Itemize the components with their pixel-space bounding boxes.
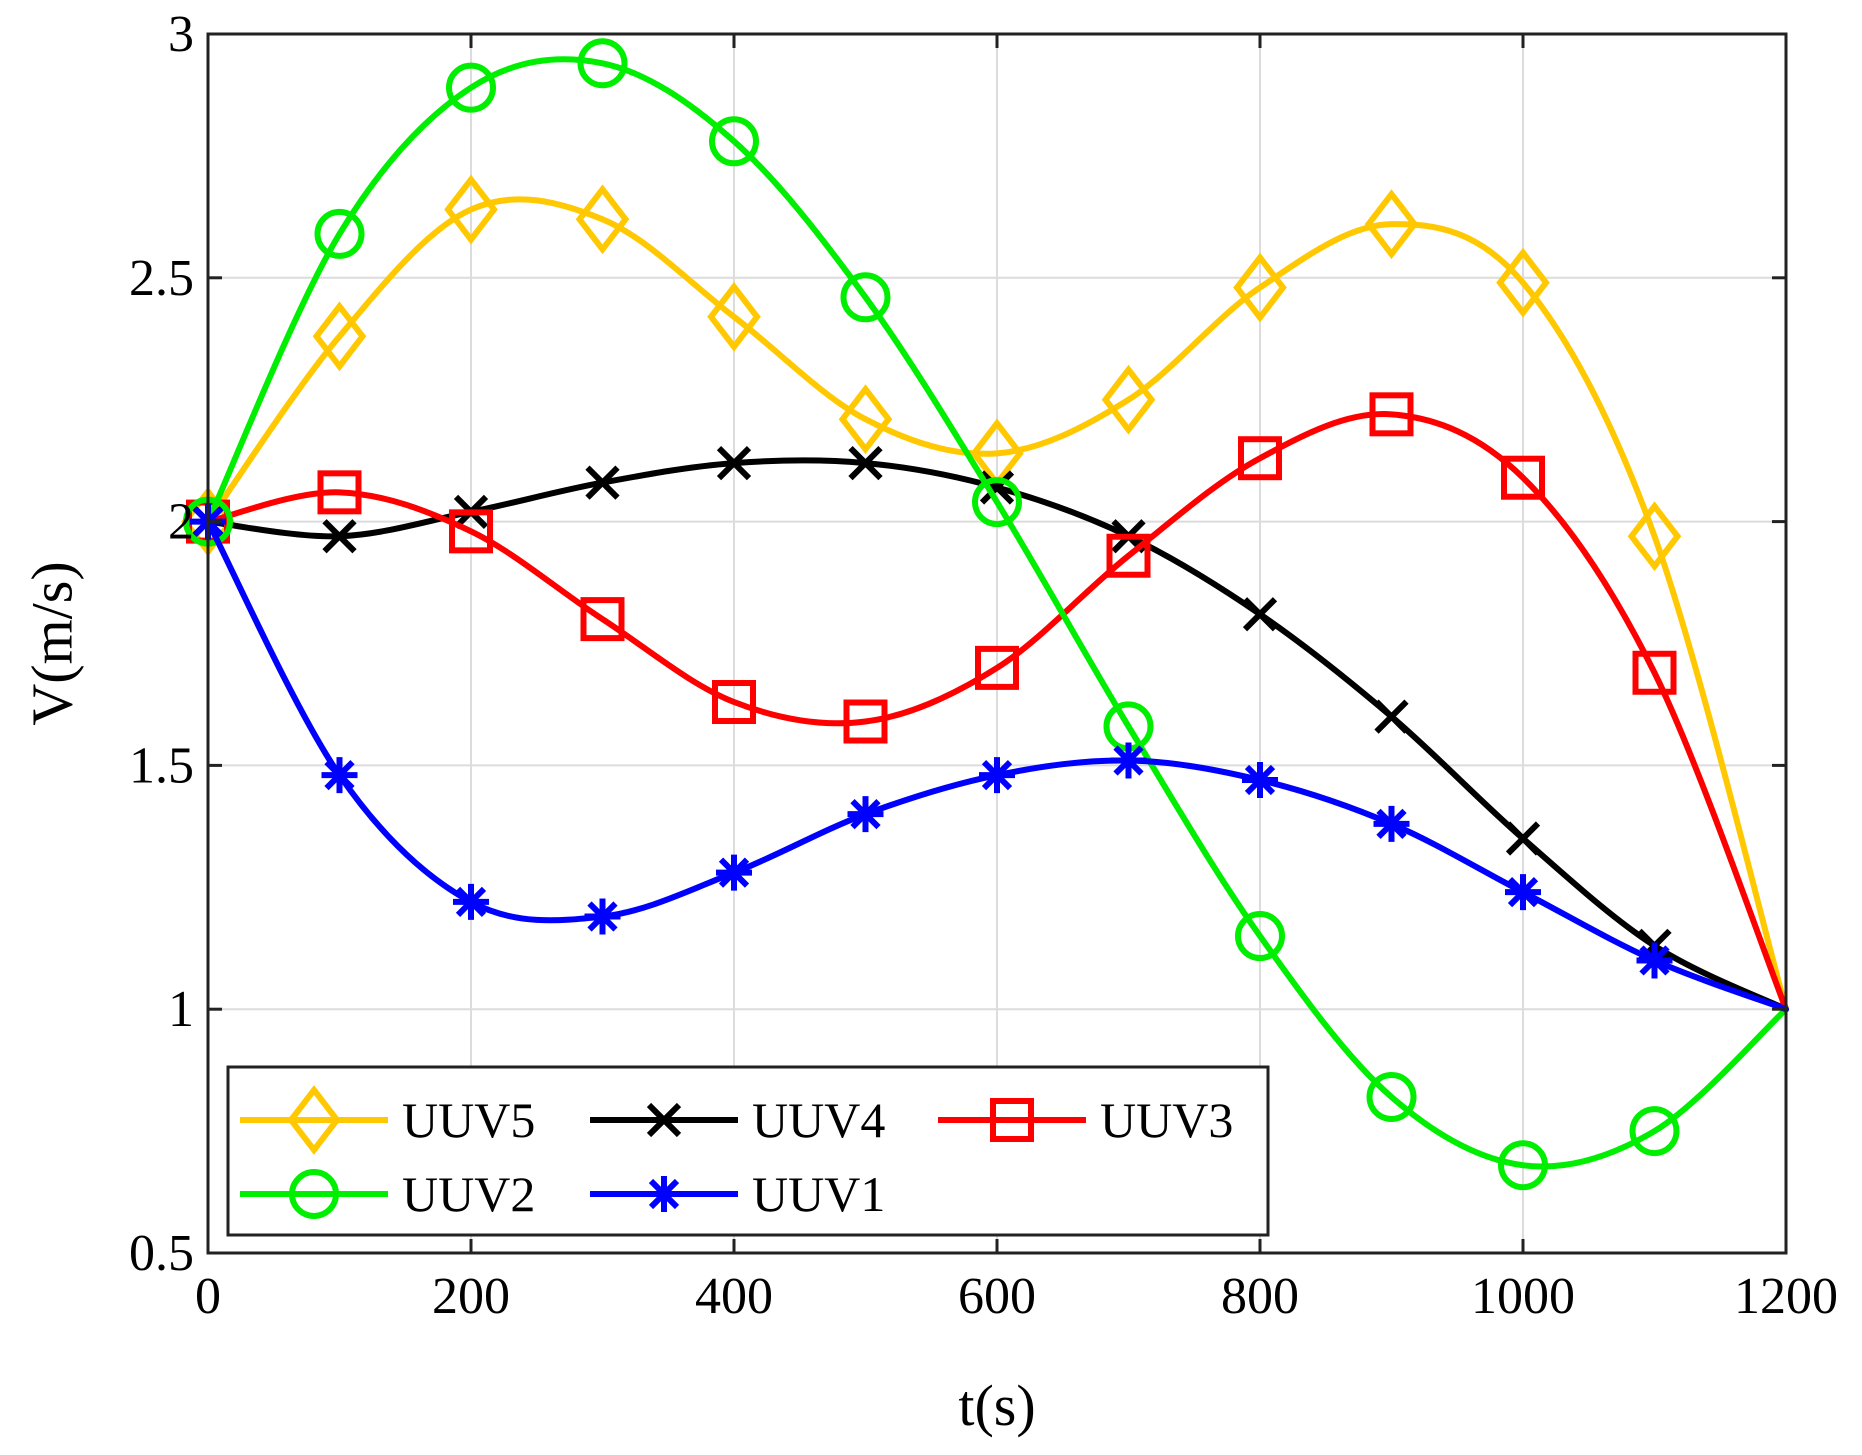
legend-entry-uuv2: UUV2 (240, 1166, 535, 1222)
series-uuv1 (190, 503, 1789, 1013)
point-uuv2 (1629, 1106, 1680, 1157)
series-uuv2 (183, 38, 1789, 1191)
point-uuv5 (1233, 252, 1287, 323)
legend-label-uuv3: UUV3 (1100, 1092, 1233, 1148)
point-uuv1 (716, 854, 752, 891)
point-uuv2 (709, 116, 759, 167)
point-uuv2 (446, 62, 496, 113)
point-uuv1 (1110, 742, 1147, 779)
axis-ticks (206, 32, 1788, 1255)
point-uuv2 (1366, 1071, 1417, 1122)
x-tick-label: 800 (1221, 1268, 1299, 1325)
legend-marker-uuv3 (990, 1098, 1034, 1142)
point-uuv5 (575, 184, 630, 255)
point-uuv4 (1242, 597, 1278, 632)
point-uuv2 (314, 208, 365, 259)
legend-marker-uuv4 (646, 1102, 682, 1138)
point-uuv1 (1373, 805, 1410, 842)
point-uuv4 (1505, 821, 1541, 856)
point-uuv4 (716, 445, 752, 481)
point-uuv4 (1374, 699, 1409, 734)
point-uuv1 (847, 796, 884, 833)
legend-label-uuv2: UUV2 (402, 1166, 535, 1222)
point-uuv2 (1235, 911, 1285, 962)
point-uuv5 (1364, 189, 1419, 260)
point-uuv5 (707, 281, 761, 352)
legend: UUV5 UUV4 UUV3 UUV2 UUV1 (226, 1065, 1270, 1237)
point-uuv3 (317, 470, 362, 515)
point-uuv5 (1627, 501, 1682, 572)
legend-label-uuv5: UUV5 (402, 1092, 535, 1148)
point-uuv5 (1496, 247, 1550, 318)
series-line-uuv5 (205, 196, 1789, 1013)
point-uuv3 (580, 597, 625, 642)
point-uuv2 (972, 477, 1022, 528)
series-uuv5 (181, 174, 1789, 1013)
x-tick-label: 600 (958, 1268, 1036, 1325)
legend-entry-uuv5: UUV5 (240, 1085, 535, 1155)
y-tick-label: 1 (168, 981, 194, 1038)
point-uuv5 (1101, 364, 1156, 435)
point-uuv1 (979, 757, 1015, 794)
point-uuv1 (453, 883, 489, 920)
point-uuv4 (585, 465, 620, 500)
x-axis-title: t(s) (958, 1373, 1035, 1438)
point-uuv4 (848, 445, 883, 481)
point-uuv3 (1238, 436, 1282, 481)
point-uuv2 (1498, 1140, 1548, 1191)
point-uuv2 (577, 38, 628, 89)
tick-labels: 0 200 400 600 800 1000 1200 0.5 1 1.5 2 2.5 3 (129, 6, 1838, 1325)
point-uuv3 (449, 509, 493, 554)
y-tick-label: 2.5 (129, 250, 194, 307)
point-uuv5 (838, 384, 893, 455)
legend-marker-uuv1 (646, 1176, 682, 1212)
legend-marker-uuv5 (287, 1085, 341, 1155)
x-tick-label: 1200 (1734, 1268, 1838, 1325)
point-uuv1 (1242, 762, 1278, 799)
point-uuv4 (322, 519, 357, 554)
legend-marker-uuv2 (289, 1169, 339, 1219)
point-uuv3 (843, 699, 888, 744)
series-lines (181, 38, 1789, 1191)
x-tick-label: 200 (432, 1268, 510, 1325)
point-uuv3 (1632, 650, 1677, 695)
point-uuv1 (1636, 942, 1673, 979)
y-axis-title: V(m/s) (19, 561, 84, 725)
point-uuv5 (312, 301, 367, 372)
point-uuv3 (1501, 455, 1545, 500)
point-uuv3 (1369, 392, 1414, 437)
y-tick-label: 1.5 (129, 737, 194, 794)
x-tick-label: 0 (195, 1268, 221, 1325)
x-tick-label: 400 (695, 1268, 773, 1325)
point-uuv2 (840, 272, 891, 323)
legend-entry-uuv4: UUV4 (590, 1092, 885, 1148)
point-uuv3 (1106, 533, 1151, 578)
legend-label-uuv4: UUV4 (752, 1092, 885, 1148)
y-tick-label: 3 (168, 6, 194, 63)
legend-entry-uuv1: UUV1 (590, 1166, 885, 1222)
point-uuv4 (979, 470, 1015, 505)
x-tick-label: 1000 (1471, 1268, 1575, 1325)
legend-label-uuv1: UUV1 (752, 1166, 885, 1222)
point-uuv3 (975, 645, 1019, 690)
point-uuv1 (1505, 874, 1541, 911)
point-uuv1 (321, 757, 358, 794)
y-tick-label: 2 (168, 494, 194, 551)
series-uuv4 (190, 445, 1789, 1013)
point-uuv5 (444, 174, 498, 245)
legend-entry-uuv3: UUV3 (938, 1092, 1233, 1148)
y-tick-label: 0.5 (129, 1225, 194, 1282)
point-uuv1 (584, 898, 621, 935)
legend-box (226, 1065, 1270, 1237)
point-uuv3 (712, 680, 756, 725)
